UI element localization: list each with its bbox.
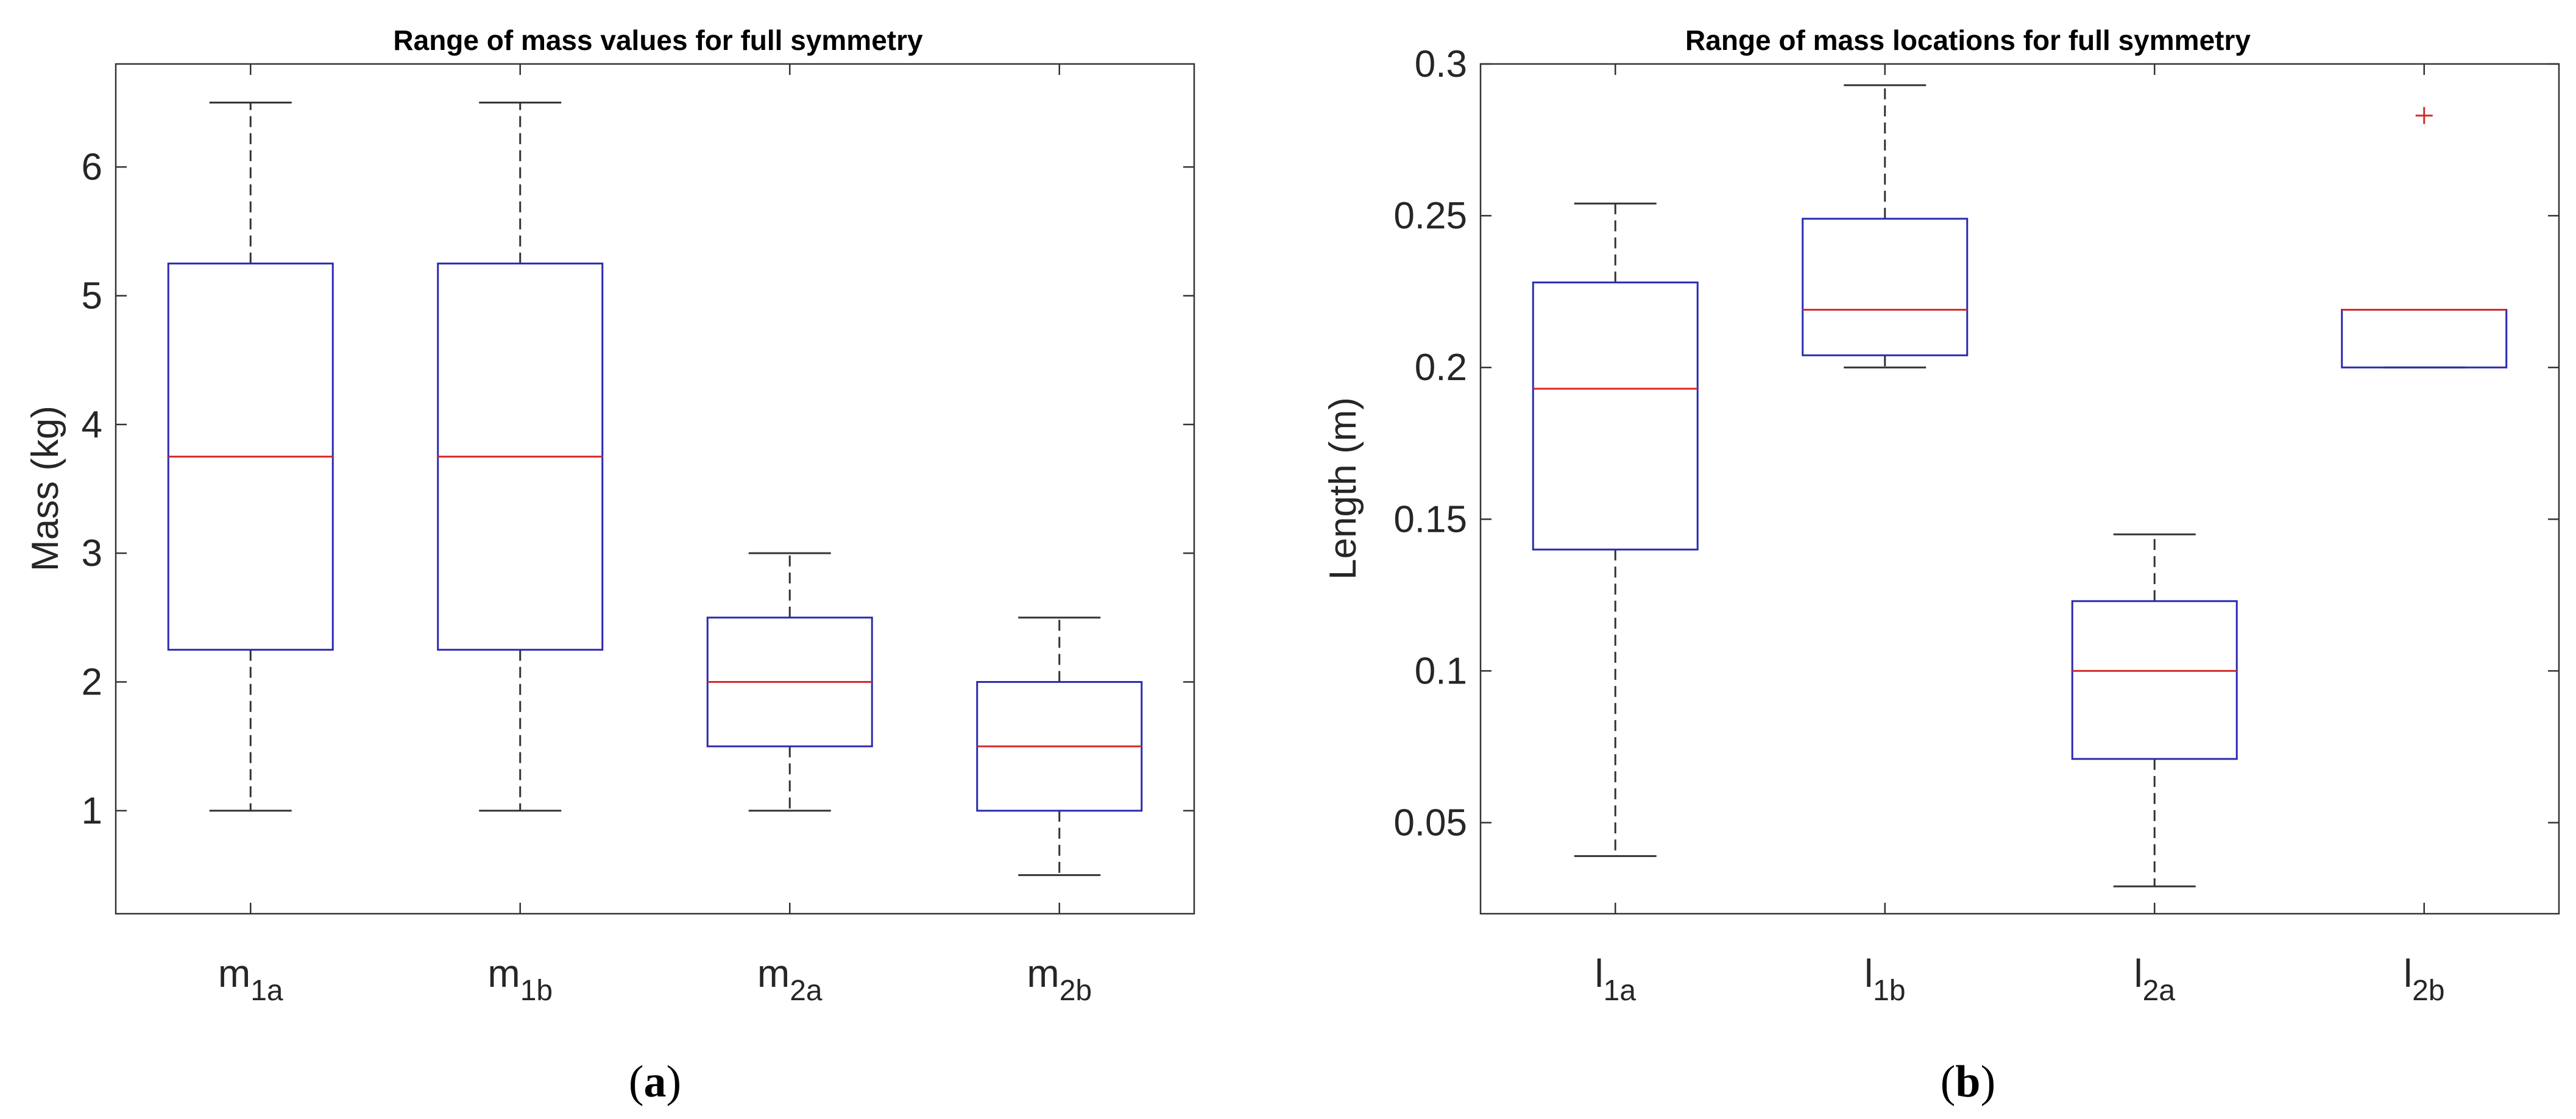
panel-b-ytick-label: 0.15 — [1393, 498, 1467, 540]
panel-a-ytick-label: 1 — [82, 790, 102, 832]
panel-a-box-group — [437, 101, 604, 812]
panel-b-yticks: 0.05 0.1 0.15 0.2 0.25 0.3 — [1393, 43, 2559, 844]
category-label-subscript: 2a — [790, 975, 823, 1007]
panel-b-ytick-label: 0.2 — [1415, 347, 1467, 389]
category-label-base: l — [2134, 951, 2142, 995]
iqr-box — [2071, 600, 2238, 760]
category-label-subscript: 1a — [250, 975, 283, 1007]
panel-b-category-label: l1b — [1864, 951, 1906, 1007]
panel-b-ytick-label: 0.05 — [1393, 802, 1467, 844]
panel-b-boxes — [1532, 84, 2508, 888]
panel-b-caption-letter: b — [1955, 1057, 1980, 1107]
panel-a-plot-frame — [115, 63, 1195, 915]
panel-b-category-label: l2a — [2134, 951, 2175, 1007]
panel-a-boxes — [167, 101, 1143, 877]
panel-b-ytick-label: 0.3 — [1415, 43, 1467, 85]
panel-a-title: Range of mass values for full symmetry — [393, 24, 923, 56]
category-label-subscript: 2a — [2143, 975, 2176, 1007]
panel-a-box-group — [706, 552, 873, 812]
panel-a-box-group — [976, 616, 1143, 877]
panel-b-box-group — [2071, 533, 2238, 888]
panel-b-caption: (b) — [1941, 1057, 1995, 1107]
panel-a-category-label: m1b — [487, 951, 553, 1007]
panel-a-caption-letter: a — [644, 1057, 667, 1107]
category-label-subscript: 2b — [2412, 975, 2444, 1007]
panel-a-ytick-label: 2 — [82, 662, 102, 704]
panel-b-category-label: l2b — [2404, 951, 2445, 1007]
iqr-box — [2341, 309, 2508, 369]
panel-a-ylabel: Mass (kg) — [24, 406, 66, 571]
panel-a-category-label: m2a — [757, 951, 823, 1007]
panel-a-caption: (a) — [629, 1057, 681, 1107]
panel-b-box-group — [1802, 84, 1969, 369]
panel-b-ytick-label: 0.25 — [1393, 195, 1467, 237]
panel-b-ytick-label: 0.1 — [1415, 650, 1467, 692]
panel-a-ytick-label: 6 — [82, 146, 102, 188]
category-label-base: l — [1594, 951, 1603, 995]
category-label-base: l — [2404, 951, 2412, 995]
panel-a-category-label: m1a — [218, 951, 283, 1007]
panel-a: Range of mass values for full symmetry 1… — [24, 24, 1195, 1107]
iqr-box — [1532, 281, 1699, 551]
category-label-base: m — [757, 951, 790, 995]
panel-b-ylabel: Length (m) — [1322, 397, 1364, 580]
panel-a-ytick-label: 5 — [82, 275, 102, 317]
category-label-base: m — [218, 951, 250, 995]
category-label-base: l — [1864, 951, 1873, 995]
panel-a-yticks: 1 2 3 4 5 6 — [82, 146, 1194, 832]
panel-b-category-label: l1a — [1594, 951, 1636, 1007]
panel-b-caption-open: ( — [1941, 1057, 1956, 1107]
category-label-base: m — [487, 951, 520, 995]
panel-b-caption-close: ) — [1981, 1057, 1996, 1107]
panel-b-title: Range of mass locations for full symmetr… — [1685, 24, 2251, 56]
category-label-subscript: 1b — [1873, 975, 1905, 1007]
iqr-box — [1802, 217, 1969, 356]
category-label-subscript: 1a — [1604, 975, 1637, 1007]
panel-a-box-group — [167, 101, 334, 812]
panel-a-caption-open: ( — [629, 1057, 644, 1107]
panel-b: Range of mass locations for full symmetr… — [1322, 24, 2560, 1107]
category-label-base: m — [1027, 951, 1059, 995]
category-label-subscript: 2b — [1060, 975, 1092, 1007]
panel-a-ytick-label: 4 — [82, 404, 102, 446]
panel-b-plot-frame — [1479, 63, 2560, 915]
panel-a-ytick-label: 3 — [82, 532, 102, 574]
panel-a-category-label: m2b — [1027, 951, 1092, 1007]
category-label-subscript: 1b — [520, 975, 553, 1007]
panel-b-box-group — [2341, 107, 2508, 369]
panel-b-xticks: l1a l1b l2a l2b — [1594, 64, 2445, 1007]
panel-a-caption-close: ) — [667, 1057, 682, 1107]
panel-b-box-group — [1532, 202, 1699, 857]
panel-a-xticks: m1a m1b m2a m2b — [218, 64, 1092, 1007]
